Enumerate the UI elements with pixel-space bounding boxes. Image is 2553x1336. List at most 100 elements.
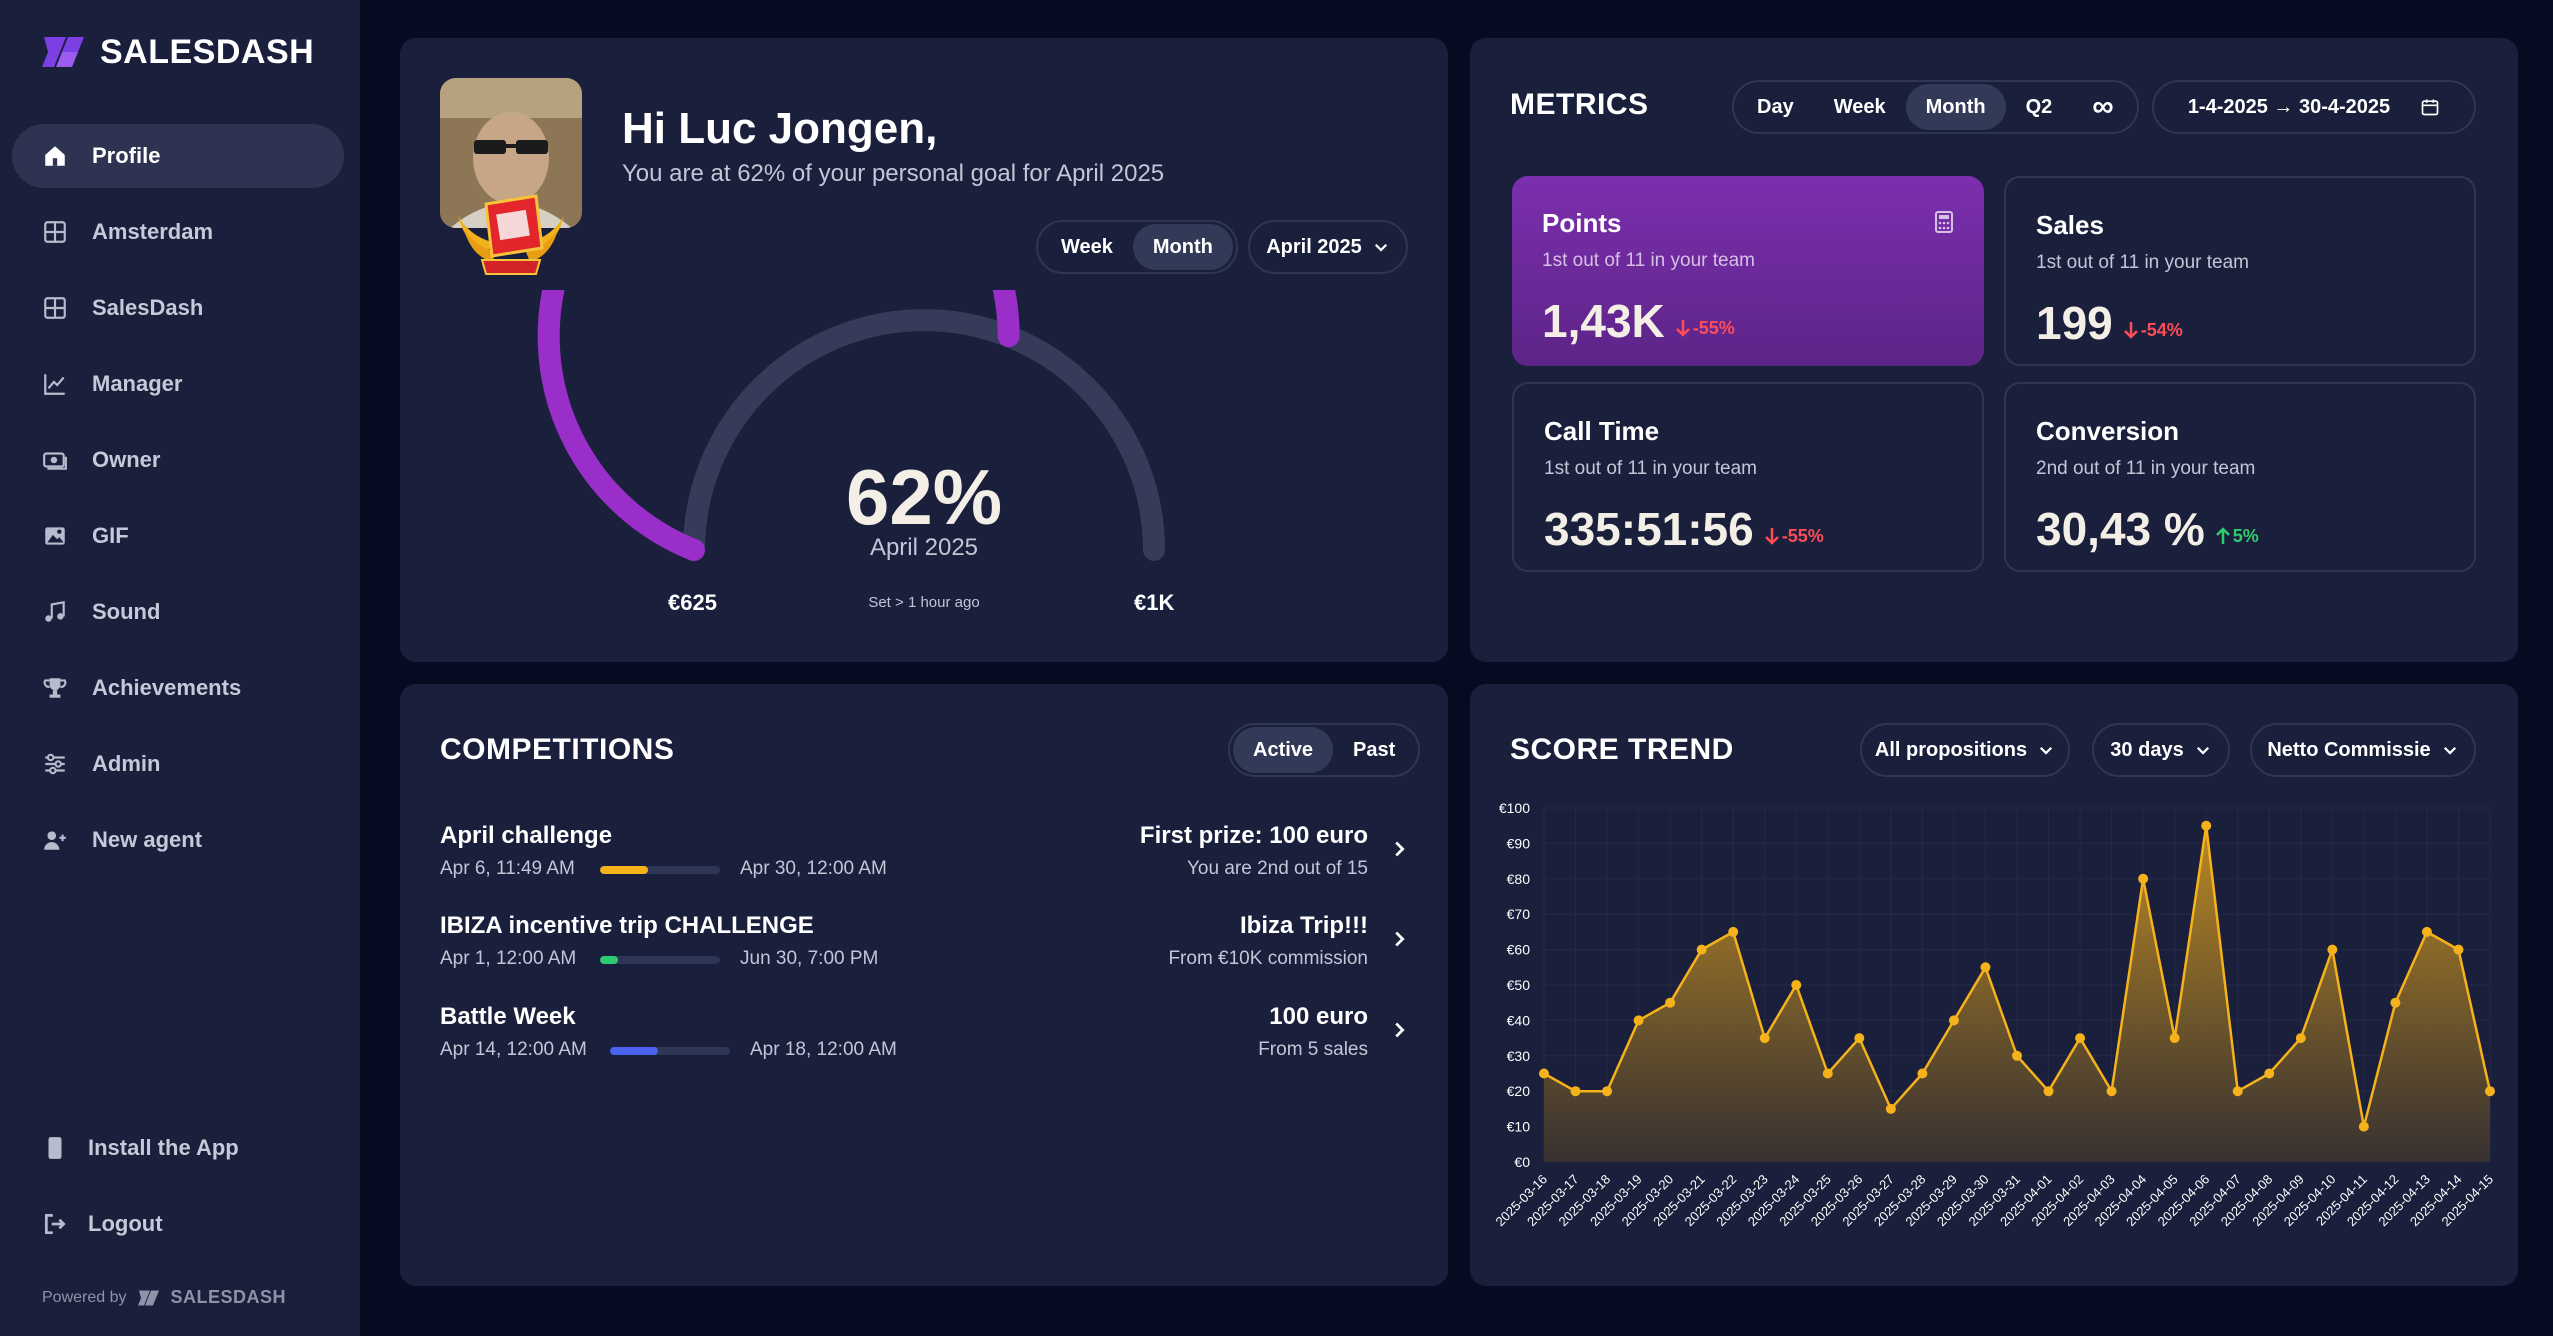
competition-prize: Ibiza Trip!!! bbox=[1240, 912, 1368, 939]
date-range-picker[interactable]: 1-4-2025 → 30-4-2025 bbox=[2152, 80, 2476, 134]
sidebar-item-label: GIF bbox=[92, 523, 129, 548]
sidebar-item-label: SalesDash bbox=[92, 295, 204, 320]
arrow-down-icon bbox=[1764, 528, 1779, 545]
data-point[interactable] bbox=[1633, 1015, 1644, 1026]
data-point[interactable] bbox=[2232, 1086, 2243, 1097]
period-month[interactable]: Month bbox=[1905, 84, 2006, 130]
commission-dropdown[interactable]: Netto Commissie bbox=[2250, 723, 2476, 777]
y-tick-label: €60 bbox=[1507, 942, 1531, 958]
commission-dropdown-value: Netto Commissie bbox=[2267, 738, 2431, 761]
competition-row[interactable]: April challenge Apr 6, 11:49 AM Apr 30, … bbox=[440, 822, 1410, 892]
data-point[interactable] bbox=[1854, 1033, 1865, 1044]
data-point[interactable] bbox=[2421, 926, 2432, 937]
metric-card-sales[interactable]: Sales 1st out of 11 in your team 199 -54… bbox=[2004, 176, 2476, 366]
data-point[interactable] bbox=[2138, 873, 2149, 884]
data-point[interactable] bbox=[2358, 1121, 2369, 1132]
competition-progress-fill bbox=[610, 1047, 658, 1055]
competition-row[interactable]: Battle Week Apr 14, 12:00 AM Apr 18, 12:… bbox=[440, 1003, 1410, 1073]
tab-past[interactable]: Past bbox=[1353, 738, 1396, 761]
competition-detail: You are 2nd out of 15 bbox=[1186, 858, 1368, 879]
data-point[interactable] bbox=[2264, 1068, 2275, 1079]
sidebar-item-owner[interactable]: Owner bbox=[12, 428, 344, 492]
sidebar-item-label: Amsterdam bbox=[92, 219, 214, 244]
salesdash-small-logo-icon bbox=[137, 1290, 159, 1305]
grid-icon bbox=[42, 295, 68, 321]
logout-button[interactable]: Logout bbox=[12, 1192, 344, 1256]
period-q2[interactable]: Q2 bbox=[2025, 95, 2053, 118]
competition-end: Apr 18, 12:00 AM bbox=[750, 1039, 897, 1060]
data-point[interactable] bbox=[1980, 962, 1991, 973]
competition-end: Jun 30, 7:00 PM bbox=[740, 948, 879, 969]
data-point[interactable] bbox=[1570, 1086, 1581, 1097]
data-point[interactable] bbox=[1696, 944, 1707, 955]
metrics-title: METRICS bbox=[1510, 88, 1649, 121]
arrow-up-icon bbox=[2215, 527, 2230, 544]
score-trend-title: SCORE TREND bbox=[1510, 733, 1734, 766]
data-point[interactable] bbox=[2106, 1086, 2117, 1097]
data-point[interactable] bbox=[2453, 944, 2464, 955]
competition-progress-fill bbox=[600, 956, 618, 964]
data-point[interactable] bbox=[1791, 980, 1802, 990]
competition-progress-fill bbox=[600, 866, 648, 874]
install-app-button[interactable]: Install the App bbox=[12, 1116, 344, 1180]
data-point[interactable] bbox=[2390, 997, 2401, 1008]
competition-row[interactable]: IBIZA incentive trip CHALLENGE Apr 1, 12… bbox=[440, 912, 1410, 982]
calendar-icon bbox=[2421, 99, 2439, 116]
propositions-dropdown[interactable]: All propositions bbox=[1860, 723, 2070, 777]
chart-points bbox=[1539, 820, 2495, 1132]
data-point[interactable] bbox=[1917, 1068, 1928, 1079]
metric-label: Points bbox=[1542, 208, 1622, 238]
metric-label: Conversion bbox=[2036, 416, 2180, 446]
period-day[interactable]: Day bbox=[1757, 95, 1794, 118]
competition-detail: From 5 sales bbox=[1258, 1039, 1368, 1060]
metric-card-call-time[interactable]: Call Time 1st out of 11 in your team 335… bbox=[1512, 382, 1984, 572]
month-dropdown[interactable]: April 2025 bbox=[1248, 220, 1408, 274]
chevron-down-icon bbox=[2443, 746, 2456, 755]
data-point[interactable] bbox=[1885, 1103, 1896, 1114]
metric-rank: 1st out of 11 in your team bbox=[1542, 250, 1755, 271]
sidebar-item-achievements[interactable]: Achievements bbox=[12, 656, 344, 720]
sidebar-item-admin[interactable]: Admin bbox=[12, 732, 344, 796]
data-point[interactable] bbox=[2012, 1050, 2022, 1061]
data-point[interactable] bbox=[1728, 926, 1739, 937]
data-point[interactable] bbox=[1665, 997, 1676, 1008]
goal-subtitle: You are at 62% of your personal goal for… bbox=[622, 160, 1165, 187]
data-point[interactable] bbox=[2075, 1033, 2086, 1044]
tab-active[interactable]: Active bbox=[1233, 727, 1334, 773]
sidebar-item-new-agent[interactable]: New agent bbox=[12, 808, 344, 872]
metric-rank: 1st out of 11 in your team bbox=[2036, 252, 2249, 273]
sidebar-item-manager[interactable]: Manager bbox=[12, 352, 344, 416]
image-icon bbox=[42, 523, 68, 549]
toggle-week[interactable]: Week bbox=[1061, 235, 1113, 258]
period-all-time[interactable]: ∞ bbox=[2092, 90, 2114, 123]
metric-card-conversion[interactable]: Conversion 2nd out of 11 in your team 30… bbox=[2004, 382, 2476, 572]
sidebar-item-salesdash[interactable]: SalesDash bbox=[12, 276, 344, 340]
data-point[interactable] bbox=[1539, 1068, 1549, 1079]
data-point[interactable] bbox=[1759, 1033, 1770, 1044]
competition-detail: From €10K commission bbox=[1168, 948, 1368, 969]
arrow-down-icon bbox=[1675, 320, 1690, 337]
toggle-month[interactable]: Month bbox=[1132, 224, 1233, 270]
data-point[interactable] bbox=[2169, 1033, 2180, 1044]
data-point[interactable] bbox=[2327, 944, 2338, 955]
sidebar-item-sound[interactable]: Sound bbox=[12, 580, 344, 644]
metric-value-text: 199 bbox=[2036, 297, 2113, 349]
sidebar-item-profile[interactable]: Profile bbox=[12, 124, 344, 188]
days-dropdown[interactable]: 30 days bbox=[2092, 723, 2230, 777]
data-point[interactable] bbox=[1822, 1068, 1833, 1079]
goal-gauge bbox=[537, 290, 1165, 561]
data-point[interactable] bbox=[2485, 1086, 2495, 1097]
metric-card-points[interactable]: Points 1st out of 11 in your team 1,43K … bbox=[1512, 176, 1984, 366]
metric-value: 199 -54% bbox=[2036, 296, 2183, 350]
period-week[interactable]: Week bbox=[1833, 95, 1886, 118]
brand-logo[interactable]: SALESDASH bbox=[40, 33, 314, 71]
data-point[interactable] bbox=[1948, 1015, 1959, 1026]
competition-prize: First prize: 100 euro bbox=[1139, 822, 1368, 849]
data-point[interactable] bbox=[2295, 1033, 2306, 1044]
data-point[interactable] bbox=[1602, 1086, 1613, 1097]
sidebar-item-gif[interactable]: GIF bbox=[12, 504, 344, 568]
sidebar-item-amsterdam[interactable]: Amsterdam bbox=[12, 200, 344, 264]
metric-label: Call Time bbox=[1544, 416, 1660, 446]
data-point[interactable] bbox=[2201, 820, 2212, 831]
data-point[interactable] bbox=[2043, 1086, 2054, 1097]
